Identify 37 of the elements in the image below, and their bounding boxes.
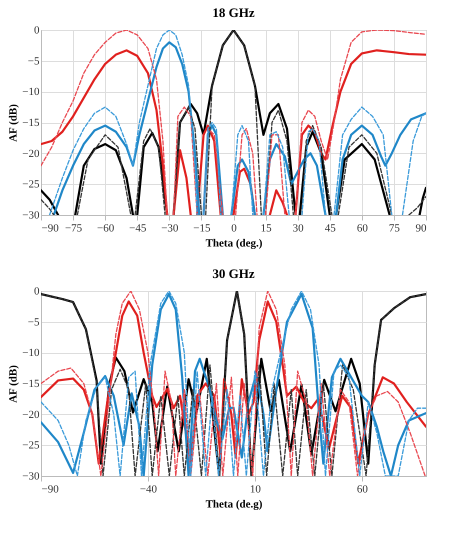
x-tick-label: 0 (231, 222, 238, 234)
y-tick-label: −10 (22, 347, 40, 360)
y-tick-label: −30 (22, 210, 40, 222)
y-axis-title: AF (dB) (7, 364, 20, 403)
chart-title: 18 GHz (212, 5, 255, 20)
y-tick-label: −20 (22, 408, 40, 421)
x-tick-label: −60 (97, 222, 115, 234)
x-tick-label: −45 (129, 222, 147, 234)
x-tick-label: −30 (161, 222, 179, 234)
y-tick-label: −30 (22, 470, 40, 482)
x-tick-label: 90 (416, 222, 427, 234)
x-tick-label: 10 (250, 484, 262, 496)
y-tick-label: 0 (34, 24, 40, 36)
y-tick-label: −25 (22, 178, 40, 191)
x-axis-title: Theta (de.g) (206, 498, 263, 510)
x-tick-label: 15 (260, 222, 272, 234)
x-tick-label: 45 (324, 222, 336, 234)
y-tick-label: −5 (28, 316, 40, 328)
x-tick-label: 60 (356, 484, 368, 496)
y-tick-label: −20 (22, 148, 40, 160)
chart-title: 30 GHz (212, 266, 255, 281)
y-tick-label: 0 (34, 286, 40, 298)
y-tick-label: −25 (22, 440, 40, 452)
x-tick-label: −90 (42, 484, 60, 496)
x-tick-label: 60 (356, 222, 368, 234)
y-tick-label: −5 (28, 55, 40, 68)
y-tick-label: −15 (22, 378, 40, 390)
x-tick-label: −75 (64, 222, 83, 234)
y-axis-title: AF (dB) (7, 104, 20, 142)
x-tick-label: 30 (292, 222, 304, 234)
y-tick-label: −15 (22, 117, 40, 129)
x-tick-label: −15 (193, 222, 212, 234)
x-tick-label: −90 (42, 222, 60, 234)
x-tick-label: 75 (388, 222, 400, 234)
x-axis-title: Theta (deg.) (206, 238, 263, 250)
x-tick-label: −40 (140, 484, 158, 496)
y-tick-label: −10 (22, 86, 40, 98)
